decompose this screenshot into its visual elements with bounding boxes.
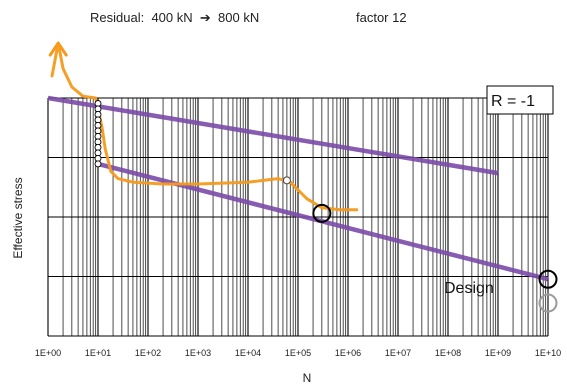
residual-prefix: Residual: xyxy=(90,10,145,25)
residual-from: 400 kN xyxy=(151,10,193,25)
x-tick-label: 1E+01 xyxy=(85,348,111,358)
x-tick-label: 1E+07 xyxy=(385,348,411,358)
residual-to: 800 kN xyxy=(218,10,260,25)
x-tick-label: 1E+09 xyxy=(485,348,511,358)
x-tick-label: 1E+05 xyxy=(285,348,311,358)
orange-arrow-head xyxy=(48,41,68,57)
plot-grid xyxy=(47,97,549,337)
x-tick-labels: 1E+00 1E+01 1E+02 1E+03 1E+04 1E+05 1E+06 1E+07… xyxy=(35,348,561,358)
y-axis-label: Effective stress xyxy=(11,177,25,258)
ratio-box: R = -1 xyxy=(486,85,554,115)
plot-markers xyxy=(94,100,558,313)
test-point xyxy=(94,160,102,168)
x-axis-label: N xyxy=(303,371,312,385)
factor-note: factor 12 xyxy=(356,10,407,25)
x-tick-label: 1E+03 xyxy=(185,348,211,358)
residual-note: Residual: 400 kN ➔ 800 kN xyxy=(90,10,259,26)
failure-circle xyxy=(312,203,332,223)
x-tick-label: 1E+02 xyxy=(135,348,161,358)
design-circle-gray xyxy=(538,293,558,313)
x-tick-label: 1E+08 xyxy=(435,348,461,358)
sn-curve-line-1 xyxy=(47,95,499,176)
design-label: Design xyxy=(444,280,494,297)
ratio-box-label: R = -1 xyxy=(491,93,535,110)
x-tick-label: 1E+10 xyxy=(535,348,561,358)
x-tick-label: 1E+06 xyxy=(335,348,361,358)
design-circle xyxy=(538,269,558,289)
orange-path-line xyxy=(50,41,359,212)
x-tick-label: 1E+00 xyxy=(35,348,61,358)
x-tick-label: 1E+04 xyxy=(235,348,261,358)
residual-arrow-icon: ➔ xyxy=(199,10,211,25)
open-circle-marker xyxy=(282,176,291,185)
